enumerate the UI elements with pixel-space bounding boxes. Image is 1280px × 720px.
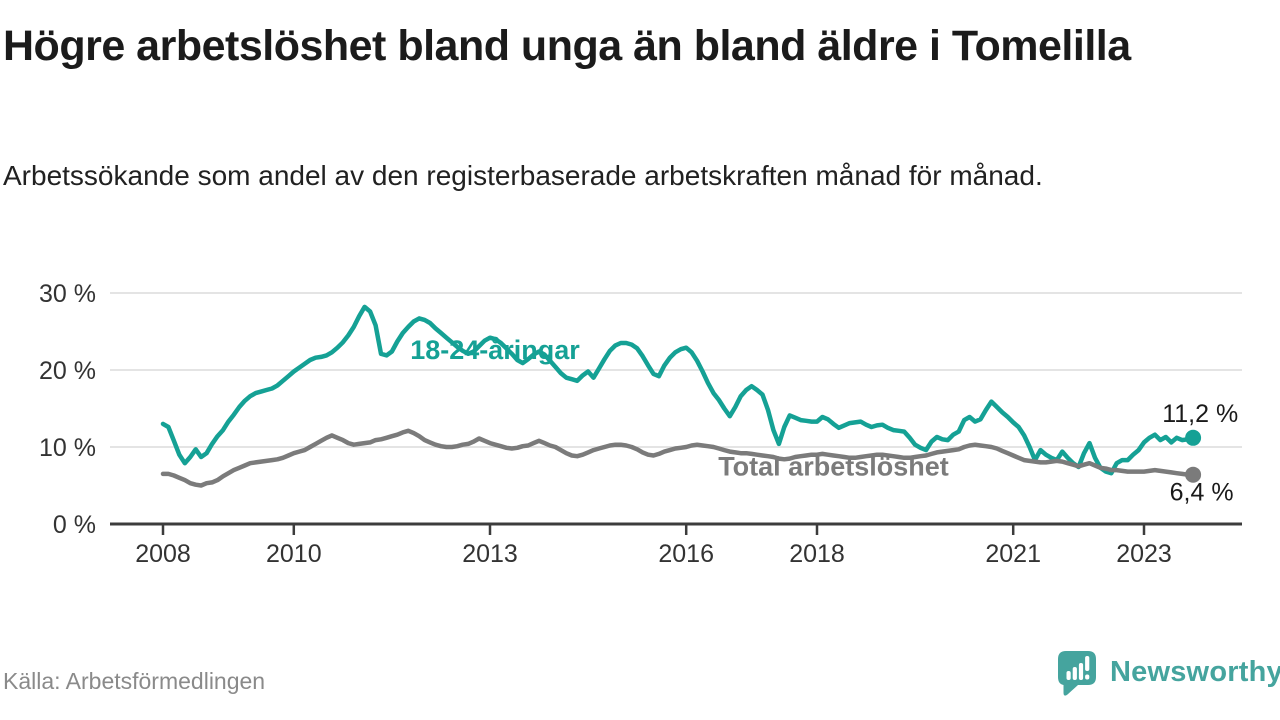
newsworthy-logo: Newsworthy <box>1057 650 1280 698</box>
x-tick-label: 2010 <box>266 540 322 568</box>
x-tick-label: 2008 <box>135 540 191 568</box>
series-label: Total arbetslöshet <box>718 451 949 481</box>
newsworthy-logo-icon <box>1058 651 1096 696</box>
x-tick-label: 2016 <box>658 540 714 568</box>
value-label: 11,2 % <box>1162 400 1238 428</box>
x-tick-label: 2023 <box>1116 540 1172 568</box>
series-end-dot <box>1185 429 1202 446</box>
x-tick-label: 2018 <box>789 540 845 568</box>
y-tick-label: 20 % <box>39 357 96 385</box>
page-title: Högre arbetslöshet bland unga än bland ä… <box>3 22 1131 70</box>
x-tick-label: 2021 <box>985 540 1041 568</box>
page-subtitle: Arbetssökande som andel av den registerb… <box>3 160 1043 191</box>
series-line <box>160 428 1196 488</box>
source-note: Källa: Arbetsförmedlingen <box>3 668 266 694</box>
series-end-dot <box>1185 466 1202 483</box>
newsworthy-logo-text: Newsworthy <box>1110 655 1280 688</box>
series-label: 18-24-åringar <box>410 335 580 365</box>
y-tick-label: 30 % <box>39 280 96 308</box>
x-tick-label: 2013 <box>462 540 518 568</box>
y-tick-label: 10 % <box>39 434 96 462</box>
series-line <box>160 304 1196 476</box>
value-label: 6,4 % <box>1170 479 1234 507</box>
y-tick-label: 0 % <box>53 511 96 539</box>
